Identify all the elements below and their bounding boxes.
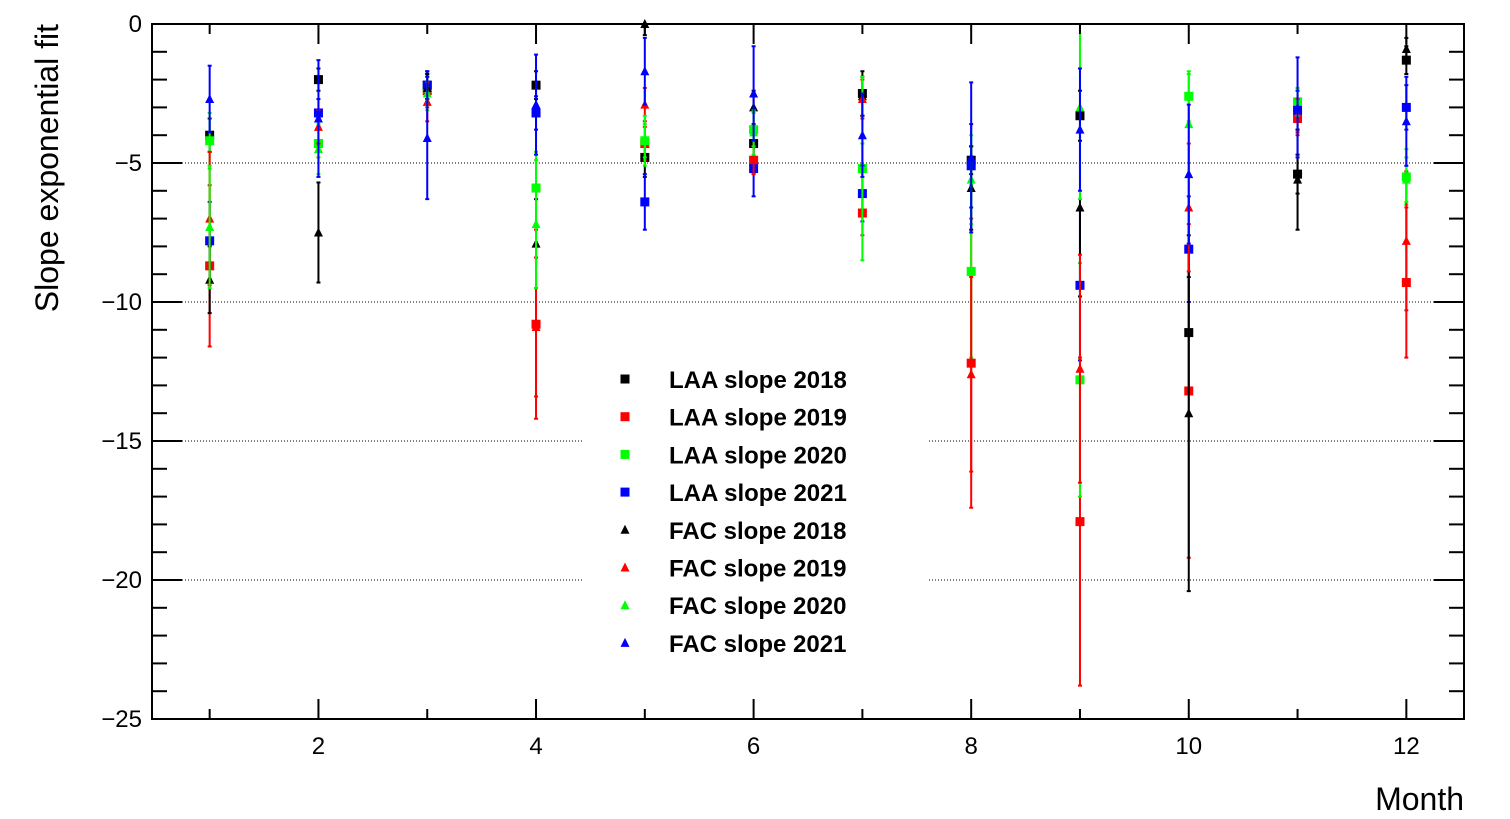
x-axis-title: Month	[1375, 781, 1464, 817]
y-tick-label: −25	[101, 706, 142, 733]
y-tick-label: 0	[129, 11, 142, 38]
data-point-triangle	[422, 132, 432, 142]
legend-marker-triangle	[620, 562, 630, 572]
legend-marker-triangle	[620, 524, 630, 534]
data-point-triangle	[966, 369, 976, 379]
series-fac-slope-2020	[205, 23, 1411, 290]
data-point-triangle	[1184, 408, 1194, 418]
legend-label: LAA slope 2019	[669, 405, 847, 432]
legend-marker-square	[620, 487, 630, 497]
data-point-triangle	[1075, 124, 1085, 134]
series-laa-slope-2021	[205, 70, 1411, 362]
legend-label: FAC slope 2019	[669, 556, 846, 583]
y-tick-label: −20	[101, 567, 142, 594]
data-point-triangle	[640, 135, 650, 145]
legend-marker-square	[620, 412, 630, 422]
legend-marker-square	[620, 449, 630, 459]
data-point-triangle	[205, 94, 215, 104]
legend: LAA slope 2018 LAA slope 2019 LAA slope 20…	[620, 367, 847, 658]
y-tick-label: −10	[101, 289, 142, 316]
data-point-square	[1075, 517, 1085, 527]
x-tick-label: 2	[312, 733, 325, 760]
plot-frame	[151, 23, 1465, 720]
y-tick-label: −15	[101, 428, 142, 455]
legend-marker-triangle	[620, 600, 630, 610]
data-point-triangle	[1401, 116, 1411, 126]
data-point-triangle	[1184, 169, 1194, 179]
data-point-triangle	[1293, 174, 1303, 184]
data-point-square	[205, 136, 215, 146]
data-point-triangle	[1075, 202, 1085, 212]
data-point-triangle	[749, 152, 759, 162]
data-point-triangle	[1075, 363, 1085, 373]
series-fac-slope-2021	[205, 36, 1411, 245]
data-point-triangle	[1401, 44, 1411, 54]
legend-label: LAA slope 2018	[669, 367, 847, 394]
data-point-square	[640, 197, 650, 207]
x-tick-label: 4	[529, 733, 542, 760]
data-point-triangle	[531, 99, 541, 109]
legend-marker-square	[620, 374, 630, 384]
x-tick-label: 10	[1175, 733, 1202, 760]
data-point-triangle	[966, 152, 976, 162]
legend-label: LAA slope 2021	[669, 480, 847, 507]
axes	[151, 23, 1465, 720]
series-laa-slope-2018	[205, 45, 1411, 390]
legend-label: LAA slope 2020	[669, 442, 847, 469]
tick-labels: 0 −5 −10 −15 −20 −25 2 4 6 8 10 12	[101, 11, 1419, 760]
y-axis-title: Slope exponential fit	[29, 24, 65, 312]
data-point-square	[966, 266, 976, 276]
legend-label: FAC slope 2018	[669, 518, 846, 545]
x-tick-label: 6	[747, 733, 760, 760]
legend-background	[582, 358, 928, 660]
data-point-triangle	[640, 66, 650, 76]
data-point-triangle	[531, 322, 541, 332]
x-tick-label: 12	[1393, 733, 1420, 760]
data-point-triangle	[313, 113, 323, 123]
legend-label: FAC slope 2021	[669, 631, 846, 658]
data-point-triangle	[313, 227, 323, 237]
legend-label: FAC slope 2020	[669, 593, 846, 620]
data-point-triangle	[205, 221, 215, 231]
data-point-triangle	[531, 219, 541, 229]
x-tick-label: 8	[965, 733, 978, 760]
data-point-triangle	[1401, 174, 1411, 184]
data-point-triangle	[1293, 102, 1303, 112]
y-tick-label: −5	[115, 150, 142, 177]
data-point-triangle	[1401, 235, 1411, 245]
data-point-triangle	[749, 88, 759, 98]
data-point-triangle	[857, 130, 867, 140]
legend-marker-triangle	[620, 637, 630, 647]
